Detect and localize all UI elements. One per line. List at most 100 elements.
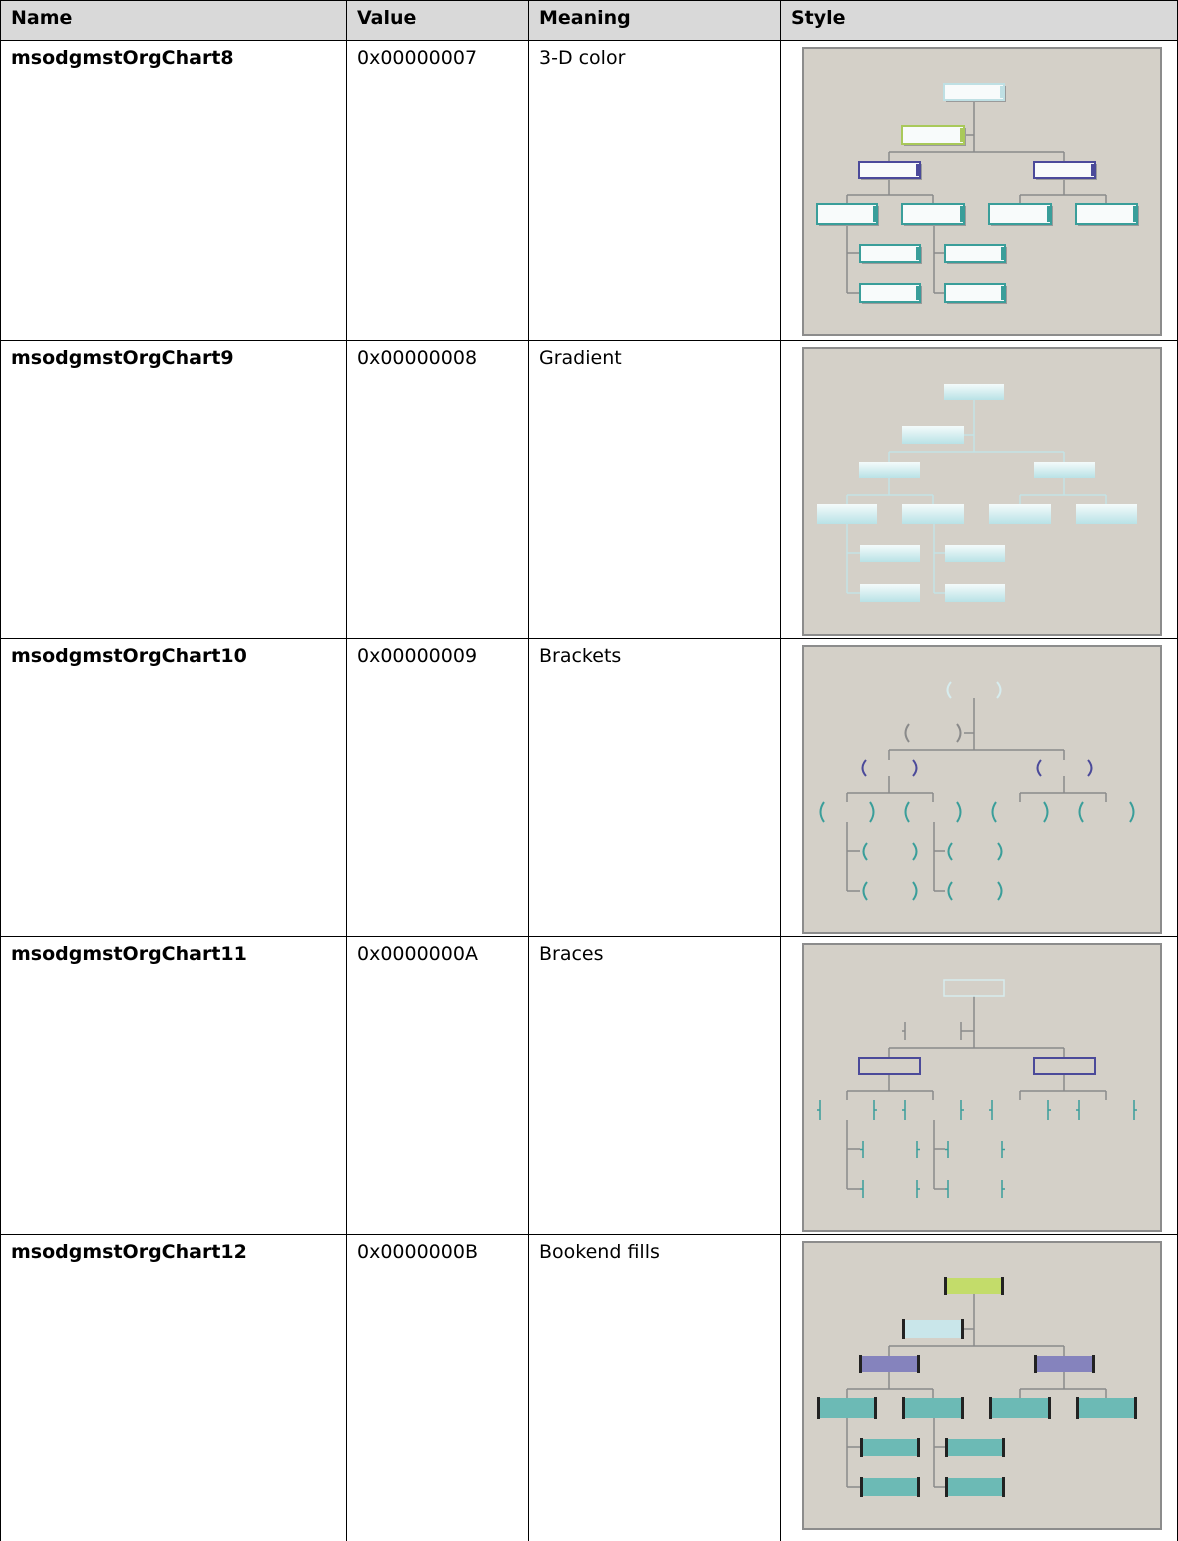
brace — [860, 1180, 864, 1198]
brace — [1001, 1180, 1005, 1198]
bracket — [996, 681, 1002, 699]
box — [945, 545, 1005, 562]
bookend — [860, 1438, 863, 1457]
bracket — [1087, 759, 1093, 777]
bookend — [944, 1277, 947, 1295]
box — [943, 83, 1005, 101]
bookend — [1002, 1438, 1005, 1457]
bookend — [1002, 1477, 1005, 1497]
brace — [1076, 1100, 1080, 1120]
box — [902, 1320, 964, 1338]
box-edge — [916, 247, 919, 260]
bracket — [956, 801, 962, 823]
org-chart-image — [816, 83, 1139, 304]
box-edge — [873, 206, 876, 222]
box — [859, 283, 921, 303]
bookend — [917, 1438, 920, 1457]
box — [858, 161, 921, 179]
bookend — [961, 1319, 964, 1339]
brace — [916, 1141, 920, 1158]
brace — [945, 1180, 949, 1198]
bookend — [1076, 1397, 1079, 1419]
style-thumbnail — [802, 1241, 1162, 1530]
box — [988, 203, 1052, 225]
box — [902, 504, 964, 524]
box-edge — [916, 164, 919, 176]
brace — [1133, 1100, 1137, 1120]
value-cell: 0x0000000A — [346, 936, 528, 1234]
bracket — [946, 681, 952, 699]
value-cell: 0x00000009 — [346, 638, 528, 936]
box — [1075, 203, 1138, 225]
bracket — [997, 842, 1003, 861]
box — [989, 1398, 1051, 1418]
bookend — [874, 1397, 877, 1419]
box — [1033, 161, 1096, 179]
bookend — [917, 1355, 920, 1373]
box — [859, 244, 921, 263]
bracket — [997, 881, 1003, 901]
box-edge — [1001, 286, 1004, 300]
bracket — [862, 842, 868, 861]
box — [859, 462, 920, 478]
bracket — [991, 801, 997, 823]
box — [902, 426, 964, 444]
bracket — [904, 801, 910, 823]
box — [944, 244, 1006, 263]
bracket — [861, 759, 867, 777]
bookend — [817, 1397, 820, 1419]
bookend — [1001, 1277, 1004, 1295]
box-edge — [1091, 164, 1094, 176]
brace — [960, 1100, 964, 1120]
bookend — [902, 1397, 905, 1419]
style-thumbnail — [802, 943, 1162, 1232]
name-cell: msodgmstOrgChart12 — [0, 1234, 346, 1541]
brace — [1047, 1100, 1051, 1120]
bookend — [860, 1477, 863, 1497]
style-thumbnail — [802, 645, 1162, 934]
box — [902, 1398, 964, 1418]
name-cell: msodgmstOrgChart8 — [0, 40, 346, 340]
brace — [902, 1022, 906, 1040]
box — [860, 584, 920, 602]
box — [901, 125, 965, 145]
brace — [860, 1141, 864, 1158]
bracket — [1078, 801, 1084, 823]
box — [1034, 1356, 1095, 1372]
brace — [873, 1100, 877, 1120]
box — [944, 283, 1006, 303]
box — [817, 504, 877, 524]
box — [1076, 1398, 1137, 1418]
bracket — [869, 801, 875, 823]
bookend — [1034, 1355, 1037, 1373]
box — [860, 1439, 920, 1456]
box — [860, 545, 920, 562]
bookend — [945, 1438, 948, 1457]
value-cell: 0x00000007 — [346, 40, 528, 340]
header-cell: Style — [780, 0, 1178, 40]
bookend — [945, 1477, 948, 1497]
meaning-cell: Brackets — [528, 638, 780, 936]
org-chart-image — [817, 1277, 1137, 1497]
box-edge — [1047, 206, 1050, 222]
box — [944, 384, 1004, 400]
brace — [989, 1100, 993, 1120]
bracket — [1043, 801, 1049, 823]
bookend — [1134, 1397, 1137, 1419]
box-edge — [916, 286, 919, 300]
meaning-cell: Gradient — [528, 340, 780, 638]
brace — [916, 1180, 920, 1198]
bracket — [819, 801, 825, 823]
bracket — [912, 759, 918, 777]
org-chart-image — [817, 384, 1137, 602]
box — [817, 1398, 877, 1418]
brace — [902, 1100, 906, 1120]
org-chart-image — [817, 979, 1137, 1198]
bracket — [1129, 801, 1135, 823]
bookend — [1048, 1397, 1051, 1419]
bookend — [859, 1355, 862, 1373]
box-edge — [960, 128, 963, 142]
box-edge — [960, 206, 963, 222]
bracket — [862, 881, 868, 901]
